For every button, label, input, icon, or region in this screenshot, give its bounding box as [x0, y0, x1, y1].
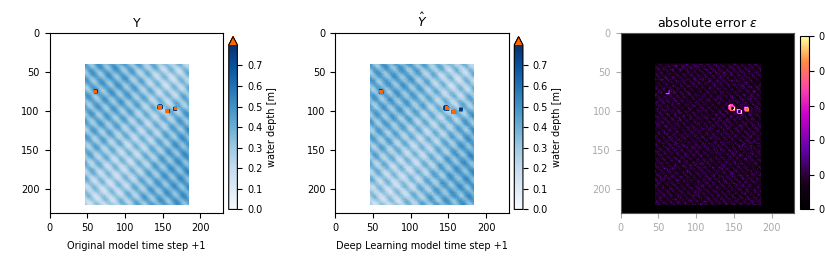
Y-axis label: water depth [m]: water depth [m] [266, 87, 276, 167]
PathPatch shape [229, 37, 238, 45]
X-axis label: Deep Learning model time step +1: Deep Learning model time step +1 [336, 241, 508, 251]
Title: Y: Y [133, 17, 140, 30]
Title: $\hat{Y}$: $\hat{Y}$ [417, 12, 427, 30]
X-axis label: Original model time step +1: Original model time step +1 [67, 241, 205, 251]
Y-axis label: water depth [m]: water depth [m] [552, 87, 562, 167]
PathPatch shape [514, 37, 523, 45]
Title: absolute error $\varepsilon$: absolute error $\varepsilon$ [657, 16, 758, 30]
